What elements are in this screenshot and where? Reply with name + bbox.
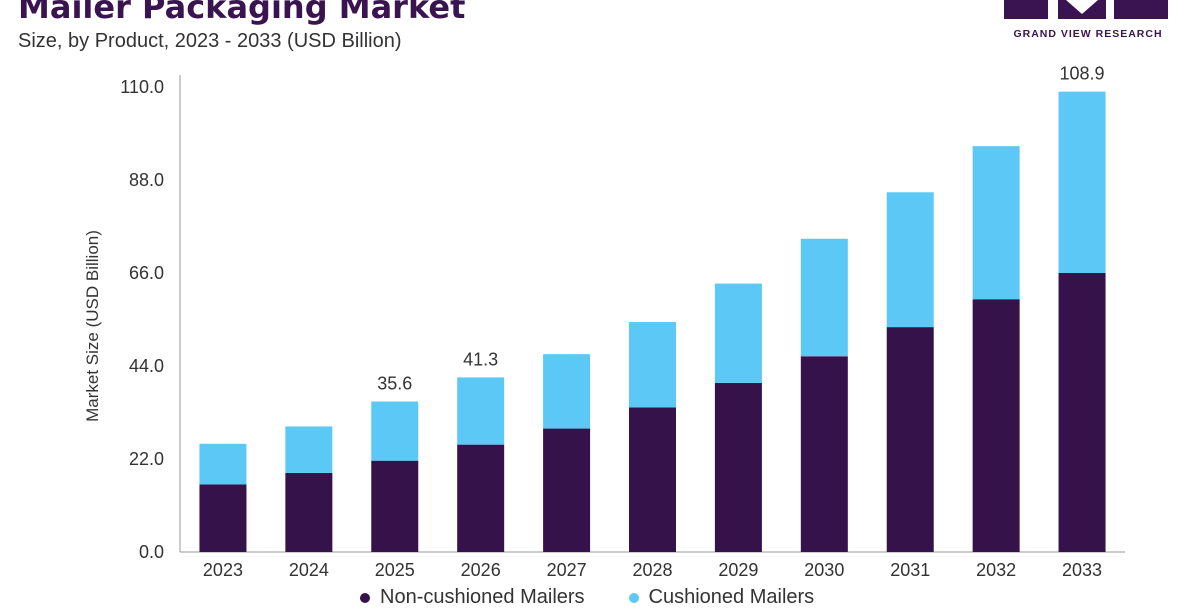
- x-tick-label: 2030: [804, 560, 844, 580]
- legend-label-cushioned: Cushioned Mailers: [648, 586, 815, 608]
- chart-legend: Non-cushioned Mailers Cushioned Mailers: [360, 586, 814, 609]
- logo-text: GRAND VIEW RESEARCH: [1013, 28, 1163, 40]
- legend-item-non-cushioned: Non-cushioned Mailers: [360, 586, 585, 609]
- y-tick-label: 66.0: [129, 263, 164, 283]
- legend-label-non-cushioned: Non-cushioned Mailers: [380, 586, 585, 608]
- bar-segment-non-cushioned: [972, 299, 1020, 552]
- data-label: 41.3: [463, 349, 498, 369]
- data-label: 35.6: [377, 374, 412, 394]
- bar-segment-non-cushioned: [1058, 273, 1106, 552]
- y-tick-label: 88.0: [129, 170, 164, 190]
- bar-segment-non-cushioned: [285, 472, 333, 552]
- x-tick-label: 2025: [375, 560, 415, 580]
- bar-segment-cushioned: [714, 283, 762, 383]
- bar-segment-non-cushioned: [714, 382, 762, 552]
- y-tick-label: 0.0: [139, 542, 164, 562]
- bar-segment-cushioned: [457, 377, 505, 445]
- logo-block-right: [1114, 0, 1168, 19]
- x-tick-label: 2031: [890, 560, 930, 580]
- bar-segment-cushioned: [629, 322, 676, 408]
- bar-segment-cushioned: [199, 443, 247, 485]
- legend-item-cushioned: Cushioned Mailers: [628, 586, 815, 609]
- bar-segment-non-cushioned: [886, 327, 934, 552]
- bar-segment-non-cushioned: [371, 460, 419, 552]
- bar-segment-non-cushioned: [543, 428, 591, 552]
- x-tick-label: 2032: [976, 560, 1016, 580]
- bar-segment-cushioned: [285, 426, 333, 473]
- chart-title: Mailer Packaging Market: [18, 0, 466, 26]
- y-axis-label: Market Size (USD Billion): [83, 230, 102, 422]
- x-tick-label: 2029: [718, 560, 758, 580]
- logo-chevron-icon: [1058, 0, 1106, 19]
- bar-segment-cushioned: [886, 192, 934, 328]
- bar-segment-non-cushioned: [800, 356, 848, 552]
- x-tick-label: 2033: [1062, 560, 1102, 580]
- y-tick-label: 44.0: [129, 356, 164, 376]
- bar-segment-cushioned: [371, 401, 419, 461]
- x-tick-label: 2027: [547, 560, 587, 580]
- x-tick-label: 2026: [461, 560, 501, 580]
- legend-swatch-non-cushioned: [360, 592, 370, 603]
- bar-segment-cushioned: [972, 146, 1020, 300]
- x-tick-label: 2024: [289, 560, 329, 580]
- x-tick-label: 2028: [632, 560, 672, 580]
- data-label: 108.9: [1060, 64, 1105, 84]
- bar-segment-non-cushioned: [457, 444, 505, 552]
- bar-segment-non-cushioned: [199, 484, 247, 552]
- legend-swatch-cushioned: [628, 592, 639, 603]
- x-tick-label: 2023: [203, 560, 243, 580]
- y-tick-label: 22.0: [129, 449, 164, 469]
- bar-segment-cushioned: [800, 238, 848, 357]
- logo-block-left: [1004, 0, 1048, 19]
- bar-segment-cushioned: [543, 354, 591, 429]
- y-tick-label: 110.0: [120, 77, 164, 97]
- chart-subtitle: Size, by Product, 2023 - 2033 (USD Billi…: [18, 30, 402, 52]
- brand-logo: GRAND VIEW RESEARCH: [1000, 0, 1176, 46]
- bar-segment-cushioned: [1058, 91, 1106, 274]
- bar-segment-non-cushioned: [629, 407, 676, 552]
